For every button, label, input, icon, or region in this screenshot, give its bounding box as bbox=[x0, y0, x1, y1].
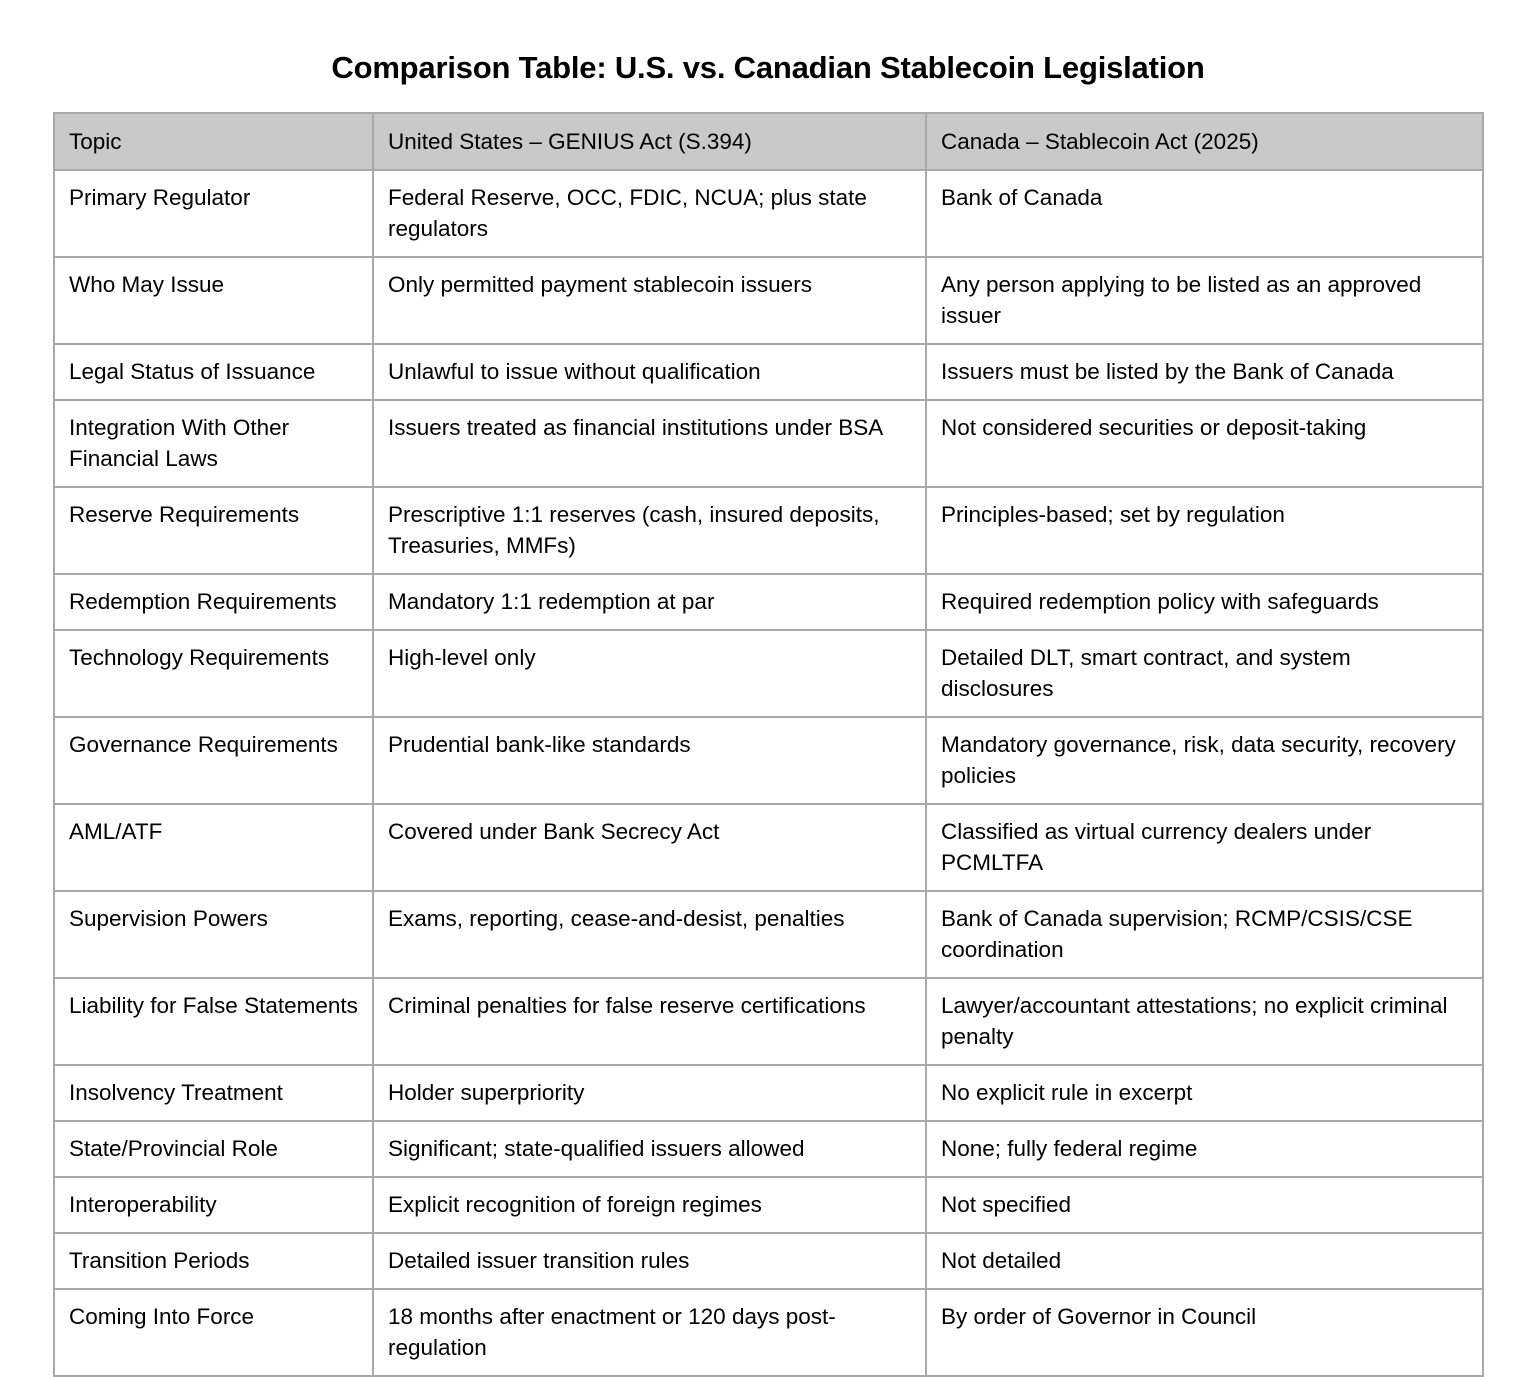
table-row: Legal Status of Issuance Unlawful to issu… bbox=[53, 343, 1484, 401]
table-row: Supervision Powers Exams, reporting, ceas… bbox=[53, 890, 1484, 979]
column-header-united-states: United States – GENIUS Act (S.394) bbox=[372, 112, 927, 171]
cell-topic: Reserve Requirements bbox=[53, 486, 374, 575]
cell-topic: Primary Regulator bbox=[53, 169, 374, 258]
cell-united-states: Covered under Bank Secrecy Act bbox=[372, 803, 927, 892]
comparison-table-container: Topic United States – GENIUS Act (S.394)… bbox=[53, 112, 1484, 1377]
table-row: Liability for False Statements Criminal p… bbox=[53, 977, 1484, 1066]
table-row: Integration With Other Financial Laws Iss… bbox=[53, 399, 1484, 488]
cell-canada: Lawyer/accountant attestations; no expli… bbox=[925, 977, 1484, 1066]
cell-canada: None; fully federal regime bbox=[925, 1120, 1484, 1178]
cell-topic: Supervision Powers bbox=[53, 890, 374, 979]
cell-united-states: Only permitted payment stablecoin issuer… bbox=[372, 256, 927, 345]
cell-canada: Mandatory governance, risk, data securit… bbox=[925, 716, 1484, 805]
cell-canada: Bank of Canada bbox=[925, 169, 1484, 258]
cell-united-states: Issuers treated as financial institution… bbox=[372, 399, 927, 488]
table-row: Interoperability Explicit recognition of … bbox=[53, 1176, 1484, 1234]
table-row: Insolvency Treatment Holder superpriority… bbox=[53, 1064, 1484, 1122]
table-body: Primary Regulator Federal Reserve, OCC, F… bbox=[53, 169, 1484, 1377]
cell-united-states: Unlawful to issue without qualification bbox=[372, 343, 927, 401]
comparison-table: Topic United States – GENIUS Act (S.394)… bbox=[53, 112, 1484, 1377]
table-row: Who May Issue Only permitted payment stab… bbox=[53, 256, 1484, 345]
cell-canada: Not specified bbox=[925, 1176, 1484, 1234]
cell-topic: Governance Requirements bbox=[53, 716, 374, 805]
cell-canada: Any person applying to be listed as an a… bbox=[925, 256, 1484, 345]
table-row: Coming Into Force 18 months after enactme… bbox=[53, 1288, 1484, 1377]
cell-united-states: 18 months after enactment or 120 days po… bbox=[372, 1288, 927, 1377]
column-header-topic: Topic bbox=[53, 112, 374, 171]
cell-canada: Required redemption policy with safeguar… bbox=[925, 573, 1484, 631]
cell-canada: Not considered securities or deposit-tak… bbox=[925, 399, 1484, 488]
cell-canada: Bank of Canada supervision; RCMP/CSIS/CS… bbox=[925, 890, 1484, 979]
cell-topic: State/Provincial Role bbox=[53, 1120, 374, 1178]
cell-topic: AML/ATF bbox=[53, 803, 374, 892]
cell-topic: Technology Requirements bbox=[53, 629, 374, 718]
cell-canada: By order of Governor in Council bbox=[925, 1288, 1484, 1377]
cell-united-states: Exams, reporting, cease-and-desist, pena… bbox=[372, 890, 927, 979]
cell-united-states: Mandatory 1:1 redemption at par bbox=[372, 573, 927, 631]
cell-united-states: Prescriptive 1:1 reserves (cash, insured… bbox=[372, 486, 927, 575]
cell-canada: Issuers must be listed by the Bank of Ca… bbox=[925, 343, 1484, 401]
page-title: Comparison Table: U.S. vs. Canadian Stab… bbox=[331, 50, 1205, 85]
table-row: Technology Requirements High-level only De… bbox=[53, 629, 1484, 718]
cell-united-states: Prudential bank-like standards bbox=[372, 716, 927, 805]
table-header: Topic United States – GENIUS Act (S.394)… bbox=[53, 112, 1484, 171]
cell-united-states: Holder superpriority bbox=[372, 1064, 927, 1122]
cell-topic: Legal Status of Issuance bbox=[53, 343, 374, 401]
cell-united-states: Criminal penalties for false reserve cer… bbox=[372, 977, 927, 1066]
table-row: Governance Requirements Prudential bank-l… bbox=[53, 716, 1484, 805]
cell-canada: Classified as virtual currency dealers u… bbox=[925, 803, 1484, 892]
cell-united-states: Explicit recognition of foreign regimes bbox=[372, 1176, 927, 1234]
cell-topic: Interoperability bbox=[53, 1176, 374, 1234]
column-header-canada: Canada – Stablecoin Act (2025) bbox=[925, 112, 1484, 171]
cell-united-states: Significant; state-qualified issuers all… bbox=[372, 1120, 927, 1178]
cell-canada: Not detailed bbox=[925, 1232, 1484, 1290]
table-row: Redemption Requirements Mandatory 1:1 red… bbox=[53, 573, 1484, 631]
cell-canada: Detailed DLT, smart contract, and system… bbox=[925, 629, 1484, 718]
table-row: State/Provincial Role Significant; state-… bbox=[53, 1120, 1484, 1178]
cell-topic: Who May Issue bbox=[53, 256, 374, 345]
cell-topic: Liability for False Statements bbox=[53, 977, 374, 1066]
cell-united-states: High-level only bbox=[372, 629, 927, 718]
table-row: Transition Periods Detailed issuer transi… bbox=[53, 1232, 1484, 1290]
table-row: Reserve Requirements Prescriptive 1:1 res… bbox=[53, 486, 1484, 575]
cell-topic: Insolvency Treatment bbox=[53, 1064, 374, 1122]
cell-topic: Redemption Requirements bbox=[53, 573, 374, 631]
cell-united-states: Detailed issuer transition rules bbox=[372, 1232, 927, 1290]
cell-canada: No explicit rule in excerpt bbox=[925, 1064, 1484, 1122]
table-row: Primary Regulator Federal Reserve, OCC, F… bbox=[53, 169, 1484, 258]
table-header-row: Topic United States – GENIUS Act (S.394)… bbox=[53, 112, 1484, 171]
cell-topic: Transition Periods bbox=[53, 1232, 374, 1290]
cell-topic: Integration With Other Financial Laws bbox=[53, 399, 374, 488]
cell-topic: Coming Into Force bbox=[53, 1288, 374, 1377]
table-row: AML/ATF Covered under Bank Secrecy Act Cla… bbox=[53, 803, 1484, 892]
cell-canada: Principles-based; set by regulation bbox=[925, 486, 1484, 575]
cell-united-states: Federal Reserve, OCC, FDIC, NCUA; plus s… bbox=[372, 169, 927, 258]
